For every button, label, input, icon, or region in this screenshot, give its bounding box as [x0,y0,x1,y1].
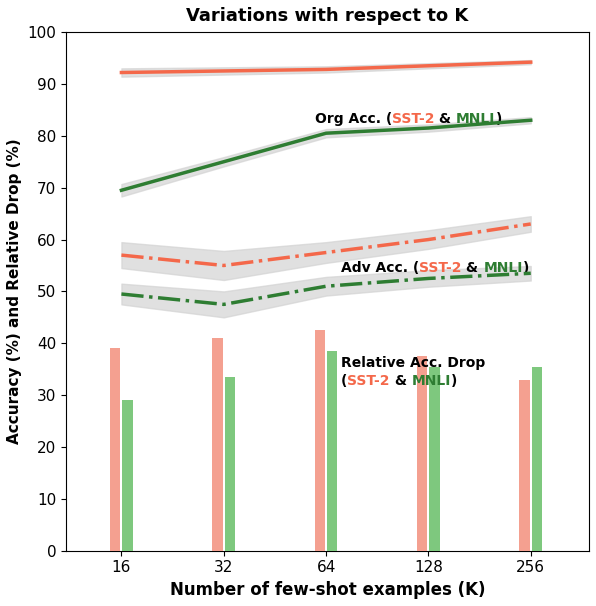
Title: Variations with respect to K: Variations with respect to K [187,7,468,25]
X-axis label: Number of few-shot examples (K): Number of few-shot examples (K) [170,581,485,599]
Text: Adv Acc. (: Adv Acc. ( [341,261,419,275]
Text: MNLI: MNLI [456,113,495,127]
Text: ): ) [495,113,502,127]
Bar [315,330,325,551]
Text: &: & [461,261,483,275]
Text: (: ( [341,375,347,388]
Text: &: & [434,113,456,127]
Text: Org Acc. (: Org Acc. ( [315,113,392,127]
Bar [417,356,427,551]
Bar [429,367,440,551]
Y-axis label: Accuracy (%) and Relative Drop (%): Accuracy (%) and Relative Drop (%) [7,139,22,444]
Text: SST-2: SST-2 [347,375,390,388]
Bar [327,351,337,551]
Bar [225,377,235,551]
Text: ): ) [523,261,529,275]
Bar [110,348,120,551]
Bar [532,367,542,551]
Text: ): ) [451,375,457,388]
Bar [212,338,223,551]
Text: Relative Acc. Drop: Relative Acc. Drop [341,356,485,370]
Bar [519,379,530,551]
Text: SST-2: SST-2 [419,261,461,275]
Text: MNLI: MNLI [411,375,451,388]
Bar [122,401,132,551]
Text: &: & [390,375,411,388]
Text: SST-2: SST-2 [392,113,434,127]
Text: MNLI: MNLI [483,261,523,275]
